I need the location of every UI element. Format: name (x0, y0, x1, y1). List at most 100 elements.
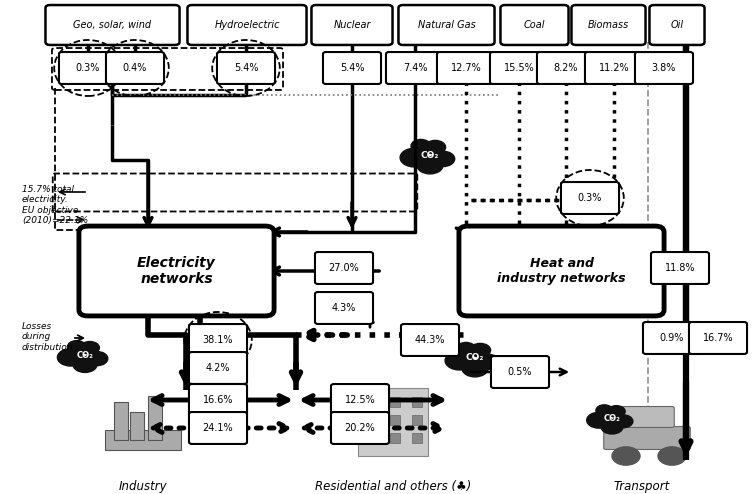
Text: Oil: Oil (671, 20, 683, 30)
FancyBboxPatch shape (59, 52, 117, 84)
Circle shape (462, 360, 488, 377)
FancyBboxPatch shape (315, 292, 373, 324)
Text: 0.3%: 0.3% (578, 193, 603, 203)
FancyBboxPatch shape (390, 415, 400, 425)
Circle shape (476, 354, 500, 370)
Text: 4.3%: 4.3% (332, 303, 356, 313)
FancyBboxPatch shape (401, 324, 459, 356)
FancyBboxPatch shape (621, 407, 674, 427)
FancyBboxPatch shape (368, 433, 378, 443)
Text: Nuclear: Nuclear (333, 20, 370, 30)
Text: 24.1%: 24.1% (203, 423, 234, 433)
Text: 5.4%: 5.4% (339, 63, 364, 73)
Text: Hydroelectric: Hydroelectric (214, 20, 280, 30)
FancyBboxPatch shape (189, 352, 247, 384)
FancyBboxPatch shape (368, 397, 378, 407)
FancyBboxPatch shape (412, 397, 422, 407)
Circle shape (57, 349, 84, 366)
Text: Natural Gas: Natural Gas (417, 20, 476, 30)
Text: CO₂: CO₂ (466, 354, 484, 363)
Text: 16.6%: 16.6% (203, 395, 234, 405)
Circle shape (445, 351, 474, 370)
FancyBboxPatch shape (635, 52, 693, 84)
Text: 12.5%: 12.5% (345, 395, 376, 405)
FancyBboxPatch shape (114, 402, 128, 440)
FancyBboxPatch shape (189, 412, 247, 444)
FancyBboxPatch shape (437, 52, 495, 84)
Text: 15.7% total
electricity.
EU objective
(2010)=22.1%: 15.7% total electricity. EU objective (2… (22, 185, 88, 225)
Text: 8.2%: 8.2% (553, 63, 578, 73)
Text: Residential and others (♣): Residential and others (♣) (315, 480, 471, 493)
Text: 5.4%: 5.4% (234, 63, 259, 73)
Circle shape (400, 148, 429, 167)
FancyBboxPatch shape (45, 5, 179, 45)
FancyBboxPatch shape (649, 5, 705, 45)
Text: 0.5%: 0.5% (508, 367, 532, 377)
FancyBboxPatch shape (189, 384, 247, 416)
Text: 12.7%: 12.7% (451, 63, 482, 73)
FancyBboxPatch shape (490, 52, 548, 84)
Text: 4.2%: 4.2% (206, 363, 231, 373)
Circle shape (587, 412, 611, 428)
Text: 3.8%: 3.8% (652, 63, 676, 73)
Circle shape (612, 447, 640, 465)
Text: CO₂: CO₂ (421, 151, 439, 160)
FancyBboxPatch shape (189, 324, 247, 356)
Circle shape (456, 342, 476, 355)
Text: Heat and
industry networks: Heat and industry networks (497, 257, 626, 285)
Text: 44.3%: 44.3% (415, 335, 445, 345)
Circle shape (469, 343, 491, 357)
FancyBboxPatch shape (148, 396, 162, 440)
Text: 16.7%: 16.7% (702, 333, 733, 343)
Text: 11.8%: 11.8% (665, 263, 696, 273)
Text: 0.4%: 0.4% (122, 63, 147, 73)
Circle shape (596, 405, 612, 416)
FancyBboxPatch shape (323, 52, 381, 84)
Text: Coal: Coal (524, 20, 545, 30)
FancyBboxPatch shape (412, 415, 422, 425)
FancyBboxPatch shape (187, 5, 306, 45)
Circle shape (658, 447, 686, 465)
FancyBboxPatch shape (390, 397, 400, 407)
Text: 27.0%: 27.0% (329, 263, 359, 273)
Circle shape (613, 415, 633, 428)
FancyBboxPatch shape (643, 322, 701, 354)
Text: Losses
during
distribution: Losses during distribution (22, 322, 73, 352)
FancyBboxPatch shape (491, 356, 549, 388)
FancyBboxPatch shape (311, 5, 392, 45)
FancyBboxPatch shape (500, 5, 569, 45)
Text: Transport: Transport (614, 480, 670, 493)
FancyBboxPatch shape (651, 252, 709, 284)
Text: 20.2%: 20.2% (345, 423, 376, 433)
Circle shape (425, 140, 445, 154)
FancyBboxPatch shape (412, 433, 422, 443)
Circle shape (601, 419, 623, 434)
FancyBboxPatch shape (398, 5, 494, 45)
FancyBboxPatch shape (106, 52, 164, 84)
Text: Geo, solar, wind: Geo, solar, wind (73, 20, 151, 30)
FancyBboxPatch shape (390, 433, 400, 443)
Circle shape (80, 341, 99, 354)
Text: CO₂: CO₂ (76, 351, 94, 360)
FancyBboxPatch shape (79, 226, 274, 316)
Circle shape (73, 357, 97, 372)
FancyBboxPatch shape (315, 252, 373, 284)
Text: 0.9%: 0.9% (660, 333, 684, 343)
Circle shape (411, 139, 431, 152)
Text: 38.1%: 38.1% (203, 335, 234, 345)
FancyBboxPatch shape (585, 52, 643, 84)
Text: 11.2%: 11.2% (599, 63, 629, 73)
FancyBboxPatch shape (604, 426, 690, 450)
FancyBboxPatch shape (105, 430, 181, 450)
FancyBboxPatch shape (331, 412, 389, 444)
FancyBboxPatch shape (368, 415, 378, 425)
FancyBboxPatch shape (358, 388, 428, 456)
Text: 15.5%: 15.5% (503, 63, 534, 73)
FancyBboxPatch shape (561, 182, 619, 214)
Text: Electricity
networks: Electricity networks (137, 256, 216, 286)
Text: 7.4%: 7.4% (403, 63, 427, 73)
FancyBboxPatch shape (459, 226, 664, 316)
Text: CO₂: CO₂ (603, 413, 621, 422)
Circle shape (432, 151, 454, 166)
Circle shape (417, 157, 443, 174)
